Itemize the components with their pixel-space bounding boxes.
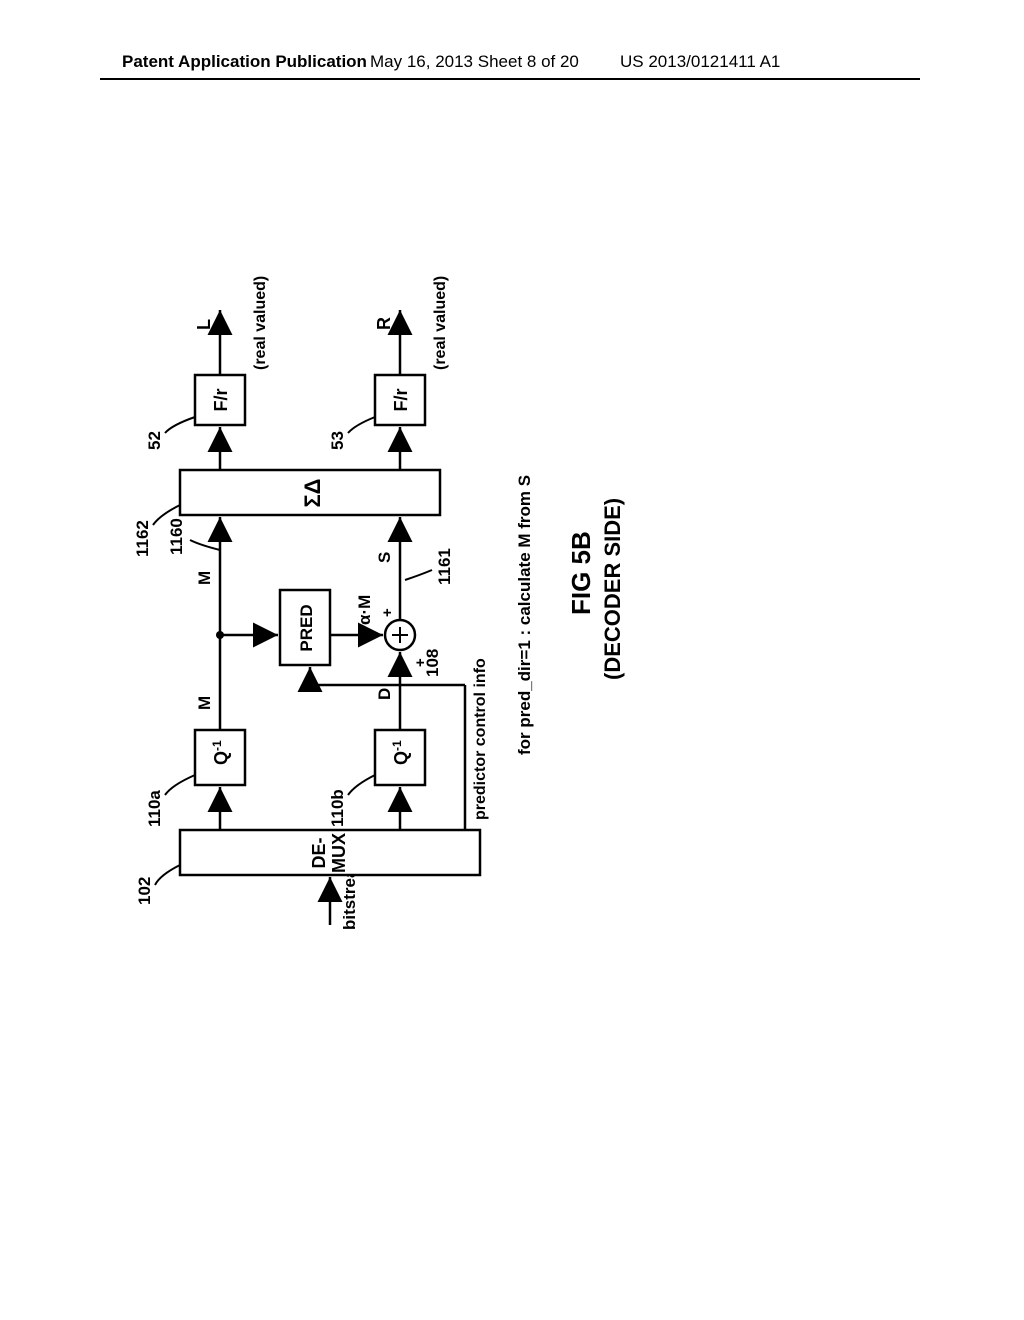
demux-label-1: DE- (309, 837, 329, 868)
sigdelta-ref: 1162 (133, 520, 152, 557)
fr-bot-ref: 53 (328, 431, 347, 450)
pred-label: PRED (297, 604, 316, 651)
demux-label-2: MUX (329, 833, 349, 873)
m-arrow-leader (190, 540, 220, 550)
header-left: Patent Application Publication (122, 52, 367, 72)
fr-bot-leader (348, 417, 375, 433)
qinv-top-leader (165, 775, 195, 795)
alpha-m-label: α·M (355, 595, 374, 625)
fr-top-label: F/r (211, 388, 231, 411)
qinv-bot-ref: 110b (328, 789, 347, 827)
pred-ref: 1160 (167, 518, 186, 555)
header-right: US 2013/0121411 A1 (620, 52, 780, 72)
frbot-note: (real valued) (432, 276, 449, 370)
diagram-note: for pred_dir=1 : calculate M from S (515, 475, 534, 755)
fr-top-leader (165, 417, 195, 433)
adder-ref2-leader (405, 570, 432, 580)
qinv-bot-leader (348, 775, 375, 795)
sigdelta-label: ΣΔ (300, 478, 325, 507)
adder-out-label: S (375, 552, 394, 563)
fig-sub: (DECODER SIDE) (600, 498, 625, 680)
adder-ref2: 1161 (435, 548, 454, 585)
block-diagram: bitstream DE- MUX 102 Q-1 110a M M 1160 … (110, 425, 620, 935)
fr-bot-label: F/r (391, 388, 411, 411)
frtop-out-label: L (194, 319, 214, 330)
fr-top-ref: 52 (145, 431, 164, 450)
predctrl-label: predictor control info (472, 658, 489, 820)
frbot-out-label: R (374, 317, 394, 330)
qbot-out-label: D (375, 688, 394, 700)
demux-leader (155, 865, 180, 885)
qinv-top-ref: 110a (145, 790, 164, 827)
qtop-out-label: M (195, 696, 214, 710)
fig-num: FIG 5B (566, 531, 596, 615)
adder-ref: 108 (423, 649, 442, 677)
adder-plus2: + (379, 608, 396, 617)
diagram-svg: bitstream DE- MUX 102 Q-1 110a M M 1160 … (110, 185, 620, 935)
m-node-label: M (195, 571, 214, 585)
header-center: May 16, 2013 Sheet 8 of 20 (370, 52, 579, 72)
header-rule (100, 78, 920, 80)
demux-ref: 102 (135, 877, 154, 905)
frtop-note: (real valued) (252, 276, 269, 370)
